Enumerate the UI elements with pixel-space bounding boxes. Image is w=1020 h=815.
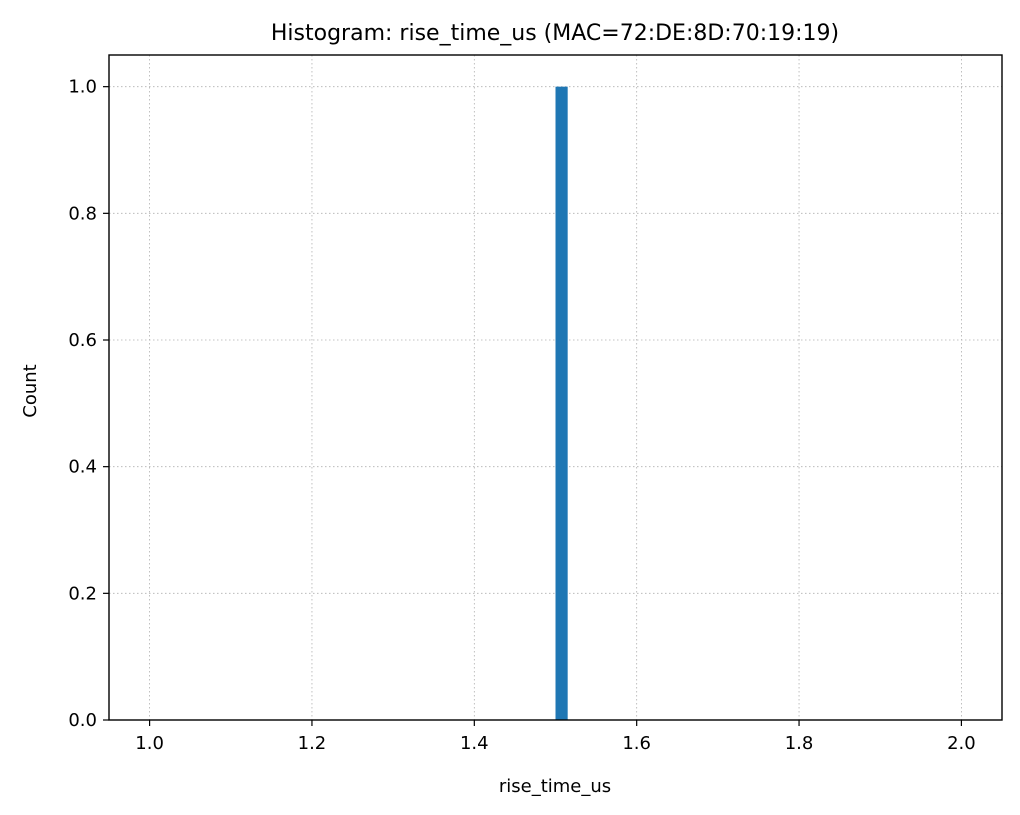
y-tick-label: 0.0 xyxy=(68,710,97,731)
x-tick-label: 2.0 xyxy=(947,733,976,754)
chart-title: Histogram: rise_time_us (MAC=72:DE:8D:70… xyxy=(271,21,839,46)
y-tick-label: 0.6 xyxy=(68,330,97,351)
x-tick-label: 1.2 xyxy=(298,733,327,754)
y-tick-label: 0.4 xyxy=(68,457,97,478)
bars xyxy=(555,86,568,720)
x-tick-label: 1.6 xyxy=(622,733,651,754)
y-tick-label: 0.2 xyxy=(68,583,97,604)
plot-frame xyxy=(108,54,1003,721)
y-axis-ticks: 0.0 0.2 0.4 0.6 0.8 1.0 xyxy=(68,77,109,731)
y-tick-label: 1.0 xyxy=(68,77,97,98)
histogram-bar xyxy=(555,86,568,720)
x-tick-label: 1.8 xyxy=(785,733,814,754)
x-tick-label: 1.0 xyxy=(135,733,164,754)
x-axis-label: rise_time_us xyxy=(499,776,611,797)
x-tick-label: 1.4 xyxy=(460,733,489,754)
x-axis-ticks: 1.0 1.2 1.4 1.6 1.8 2.0 xyxy=(135,720,976,754)
y-axis-label: Count xyxy=(20,364,41,417)
y-tick-label: 0.8 xyxy=(68,203,97,224)
